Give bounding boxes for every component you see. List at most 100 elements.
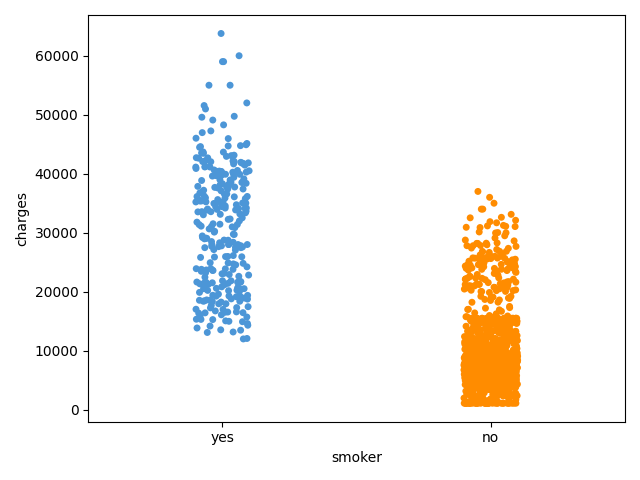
Point <box>464 399 474 407</box>
Point <box>202 329 212 336</box>
Point <box>465 361 475 369</box>
Point <box>195 189 205 197</box>
Point <box>478 338 488 346</box>
Point <box>498 358 508 366</box>
Point <box>499 314 509 322</box>
Point <box>207 316 218 324</box>
Point <box>497 364 508 372</box>
Point <box>469 282 479 290</box>
Point <box>467 264 477 272</box>
Point <box>486 364 496 372</box>
Point <box>205 304 216 312</box>
Point <box>225 82 236 89</box>
Point <box>506 336 516 344</box>
Point <box>223 180 234 188</box>
Point <box>504 302 515 310</box>
Point <box>473 397 483 405</box>
Point <box>196 267 207 275</box>
Point <box>460 360 470 367</box>
Point <box>500 316 510 324</box>
Point <box>479 371 490 378</box>
Point <box>209 253 220 261</box>
Point <box>465 379 476 386</box>
Point <box>195 312 205 320</box>
Point <box>476 360 486 368</box>
Point <box>490 368 500 375</box>
Point <box>200 244 210 252</box>
Point <box>511 314 522 322</box>
Point <box>195 280 205 288</box>
Point <box>206 208 216 216</box>
Point <box>466 317 476 324</box>
Point <box>229 157 239 165</box>
Point <box>207 291 218 299</box>
Point <box>472 368 482 375</box>
Point <box>226 178 236 186</box>
Point <box>510 268 520 276</box>
Point <box>467 380 477 388</box>
Point <box>490 389 500 397</box>
Point <box>509 350 519 358</box>
Point <box>510 367 520 375</box>
Point <box>507 399 517 407</box>
Point <box>465 214 476 222</box>
Point <box>214 167 225 175</box>
Point <box>495 347 506 355</box>
Point <box>499 369 509 376</box>
Point <box>508 360 518 368</box>
Point <box>486 341 497 348</box>
Point <box>474 356 484 364</box>
Point <box>228 170 239 178</box>
Point <box>234 287 244 294</box>
Point <box>198 298 209 305</box>
Point <box>484 355 495 362</box>
Point <box>508 346 518 354</box>
Point <box>475 351 485 359</box>
Point <box>500 347 511 355</box>
Point <box>495 386 505 394</box>
Point <box>230 224 240 231</box>
Point <box>197 129 207 136</box>
Point <box>500 379 511 387</box>
Point <box>494 306 504 314</box>
Point <box>238 260 248 267</box>
Point <box>506 353 516 361</box>
Point <box>477 364 487 372</box>
Point <box>501 229 511 237</box>
Point <box>498 324 508 331</box>
Point <box>512 345 522 352</box>
Point <box>216 311 227 319</box>
Point <box>497 330 508 337</box>
Point <box>494 383 504 390</box>
Point <box>215 198 225 206</box>
Point <box>462 313 472 321</box>
Point <box>473 326 483 334</box>
Point <box>490 234 500 242</box>
Point <box>192 324 202 332</box>
Point <box>196 315 206 323</box>
Point <box>472 358 482 366</box>
Point <box>479 254 489 262</box>
Point <box>494 360 504 368</box>
Point <box>463 343 473 350</box>
Point <box>485 377 495 384</box>
Point <box>491 376 501 384</box>
Point <box>493 298 503 306</box>
Point <box>243 295 253 303</box>
Point <box>495 336 505 344</box>
Point <box>476 365 486 373</box>
Point <box>481 385 492 393</box>
Point <box>465 336 476 344</box>
Point <box>461 223 471 231</box>
Point <box>500 352 510 360</box>
Point <box>508 314 518 322</box>
Point <box>474 352 484 360</box>
Point <box>465 351 476 359</box>
Point <box>492 374 502 382</box>
Point <box>492 342 502 349</box>
Point <box>205 127 216 135</box>
Point <box>486 348 497 356</box>
Point <box>211 172 221 180</box>
Point <box>463 305 474 313</box>
Point <box>488 349 498 357</box>
